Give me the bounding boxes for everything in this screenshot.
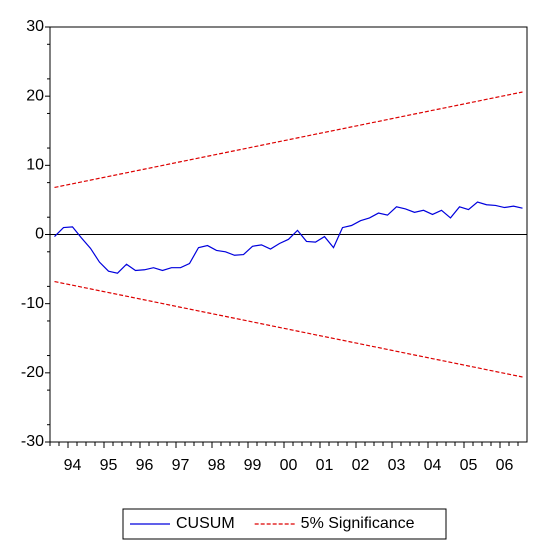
x-tick-label: 96 <box>136 457 154 474</box>
x-tick-label: 04 <box>424 457 442 474</box>
series-line <box>54 280 523 378</box>
legend-label: CUSUM <box>176 515 235 532</box>
y-tick-label: 20 <box>26 87 44 104</box>
x-tick-label: 02 <box>352 457 370 474</box>
y-tick-label: 30 <box>26 18 44 35</box>
legend-label: 5% Significance <box>301 515 415 532</box>
x-tick-label: 06 <box>496 457 514 474</box>
y-tick-label: 10 <box>26 157 44 174</box>
series-line <box>54 91 523 189</box>
x-tick-label: 98 <box>208 457 226 474</box>
x-tick-label: 01 <box>316 457 334 474</box>
series-line <box>54 201 523 274</box>
legend: CUSUM 5% Significance <box>122 508 447 540</box>
y-tick-label: 0 <box>35 226 44 243</box>
x-tick-label: 95 <box>100 457 118 474</box>
legend-box <box>122 508 447 540</box>
x-tick-label: 97 <box>172 457 190 474</box>
y-tick-label: -20 <box>21 364 44 381</box>
y-tick-label: -30 <box>21 433 44 450</box>
x-tick-label: 99 <box>244 457 262 474</box>
x-tick-label: 03 <box>388 457 406 474</box>
x-tick-label: 00 <box>280 457 298 474</box>
y-tick-label: -10 <box>21 295 44 312</box>
x-tick-label: 94 <box>64 457 82 474</box>
x-tick-label: 05 <box>460 457 478 474</box>
